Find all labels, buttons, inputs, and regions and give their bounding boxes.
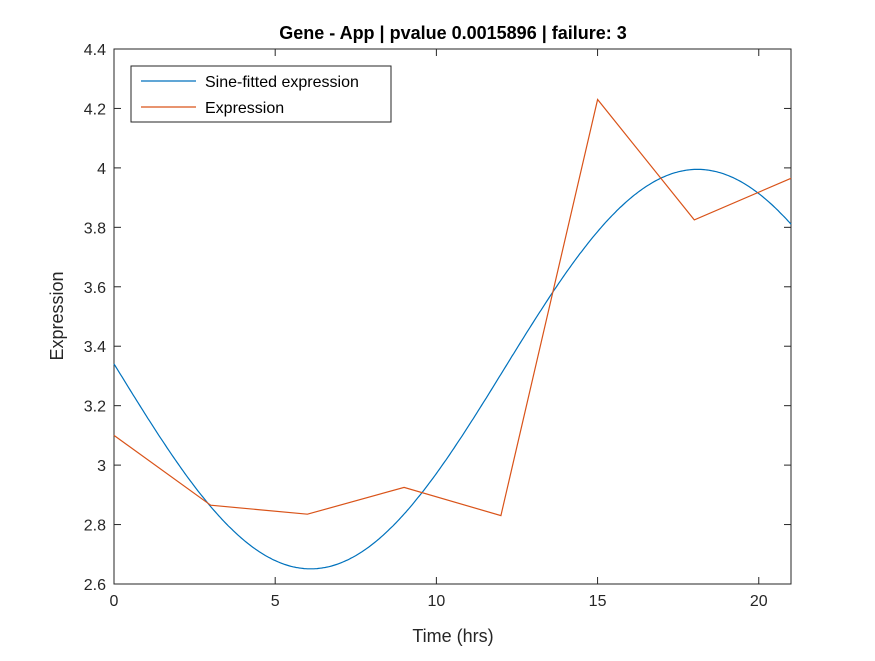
legend-entry-label: Expression <box>205 100 284 117</box>
x-tick-label: 20 <box>750 593 768 610</box>
x-tick-label: 5 <box>271 593 280 610</box>
y-tick-label: 3.4 <box>84 339 106 356</box>
axes-box <box>113 48 792 585</box>
plot-area: 0 5 10 15 20 2.6 2.8 3 3.2 3.4 3.6 3.8 4 4.2 4.4 <box>84 42 792 610</box>
y-tick-label: 4 <box>97 161 106 178</box>
x-tick-label: 10 <box>427 593 445 610</box>
x-tick-label: 15 <box>589 593 607 610</box>
legend-box <box>130 65 392 123</box>
series-line-1 <box>113 168 792 570</box>
y-tick-label: 3 <box>97 458 106 475</box>
y-tick-label: 3.2 <box>84 399 106 416</box>
y-tick-label: 3.6 <box>84 280 106 297</box>
y-axis-label: Expression <box>47 271 67 360</box>
y-tick-label: 3.8 <box>84 220 106 237</box>
y-tick-label: 4.4 <box>84 42 106 59</box>
legend-entry-label: Sine-fitted expression <box>205 74 359 91</box>
y-tick-label: 4.2 <box>84 101 106 118</box>
series-line-2 <box>113 98 792 517</box>
y-tick-label: 2.6 <box>84 577 106 594</box>
legend: Sine-fitted expression Expression <box>130 65 392 123</box>
x-axis-label: Time (hrs) <box>412 626 493 646</box>
x-tick-label: 0 <box>110 593 119 610</box>
chart-title: Gene - App | pvalue 0.0015896 | failure:… <box>279 23 627 43</box>
y-tick-label: 2.8 <box>84 518 106 535</box>
